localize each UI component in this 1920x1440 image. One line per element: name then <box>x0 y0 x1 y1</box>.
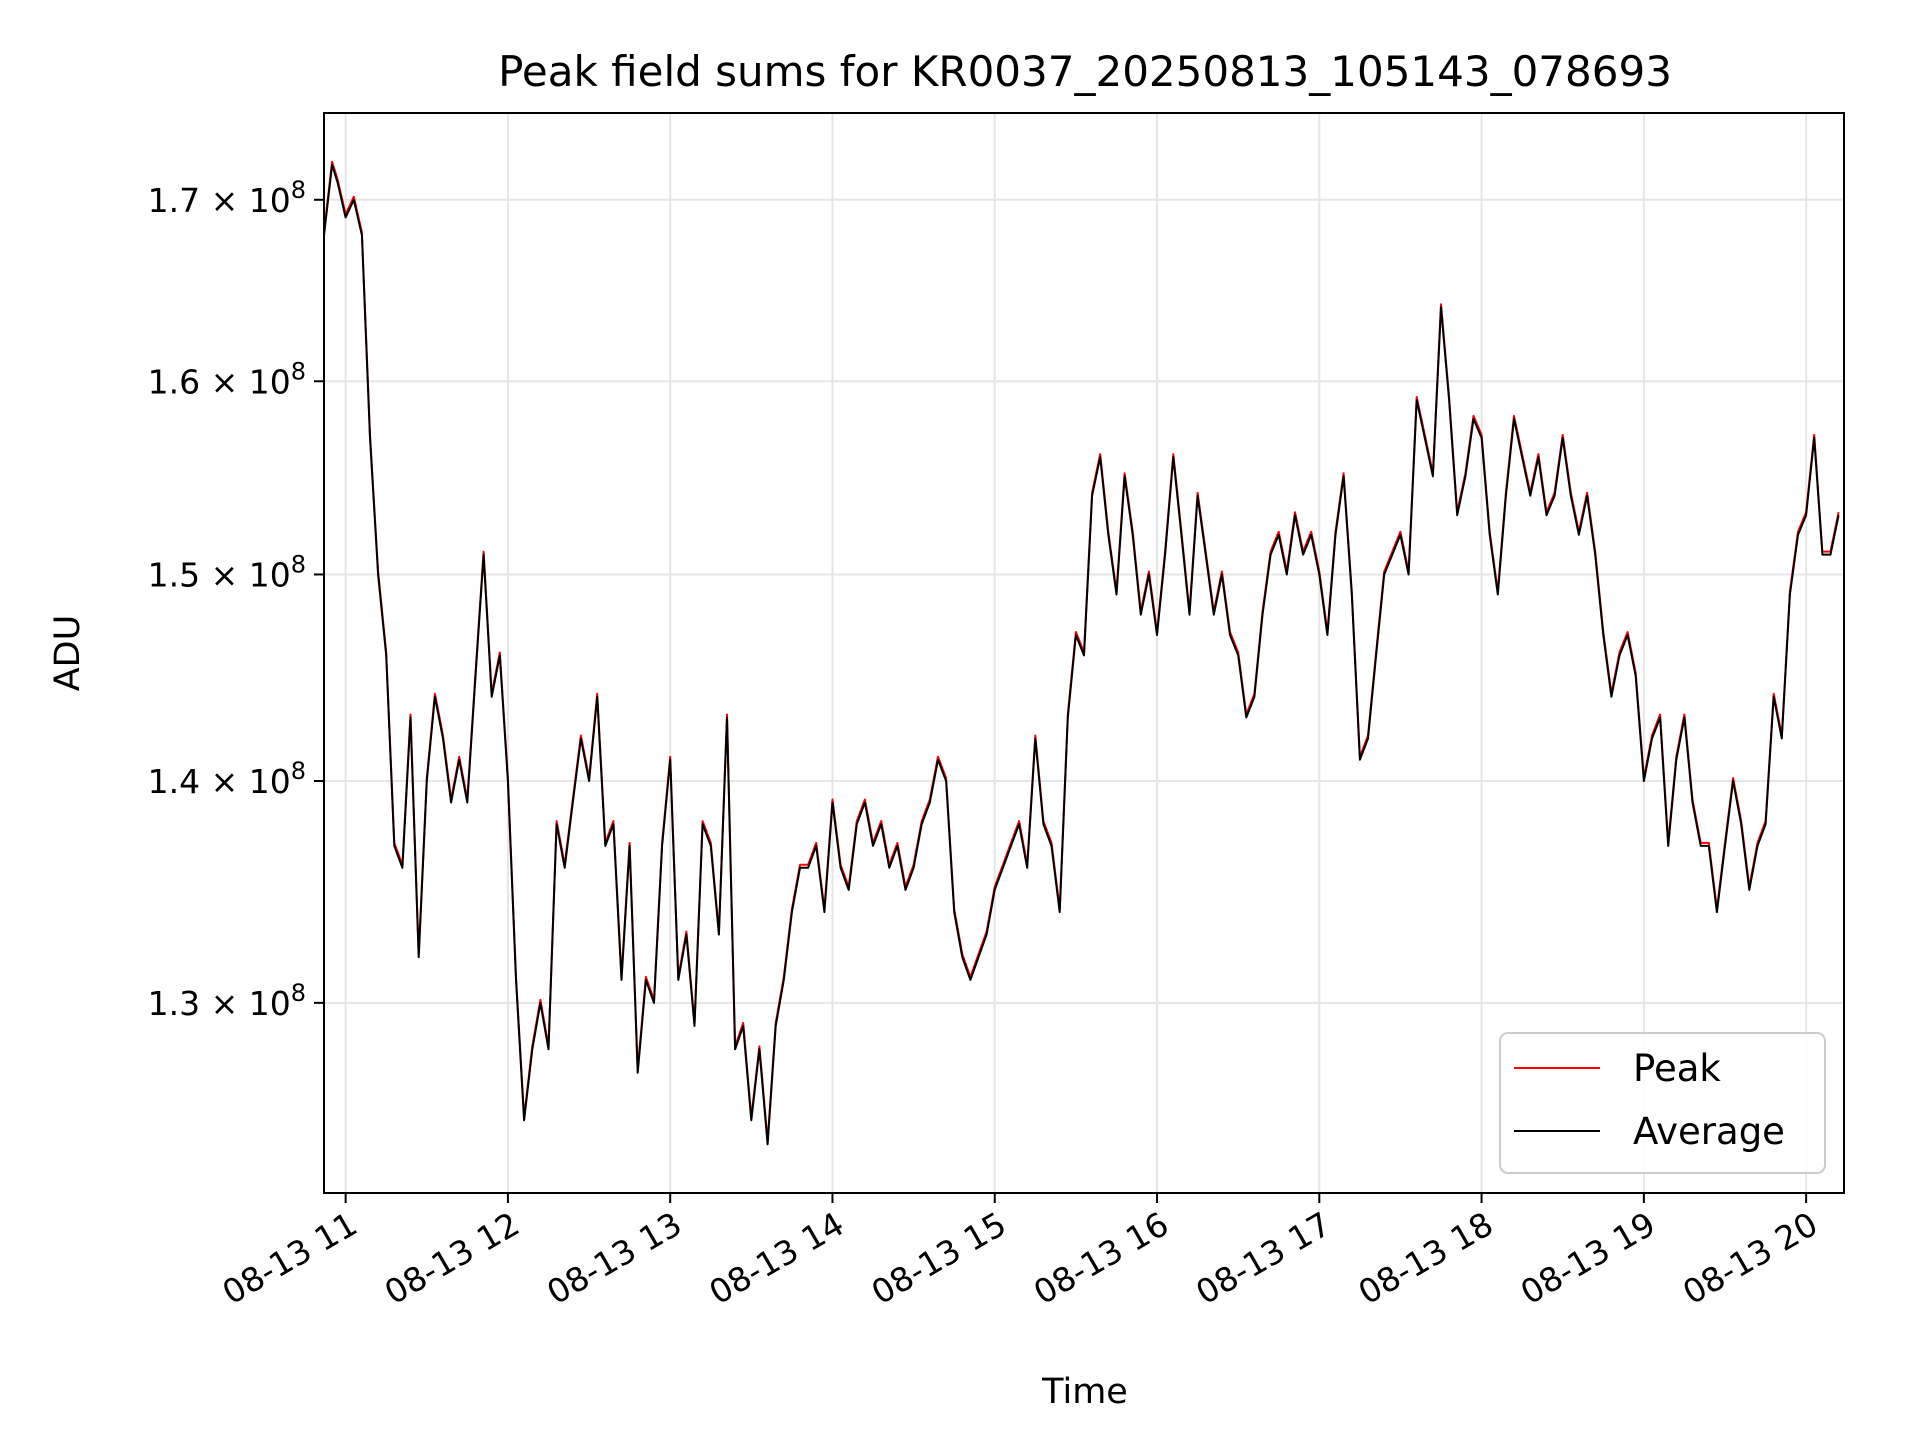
y-tick-label: 1.4 × 108 <box>148 757 306 801</box>
plot-frame <box>323 112 1845 1194</box>
y-tick-label: 1.6 × 108 <box>148 357 306 401</box>
y-tick-label: 1.5 × 108 <box>148 550 306 594</box>
x-axis-title: Time <box>1041 1372 1128 1412</box>
legend-label-average: Average <box>1633 1110 1785 1153</box>
y-tick-label: 1.7 × 108 <box>148 176 306 220</box>
y-axis: 1.3 × 108 1.4 × 108 1.5 × 108 1.6 × 108 1.7 … <box>148 176 324 1023</box>
legend: Peak Average <box>1499 1032 1826 1174</box>
grid <box>324 113 1844 1193</box>
y-axis-title: ADU <box>48 615 88 692</box>
legend-label-peak: Peak <box>1633 1047 1721 1090</box>
chart-title: Peak field sums for KR0037_20250813_1051… <box>498 47 1672 96</box>
y-tick-label: 1.3 × 108 <box>148 979 306 1023</box>
series-line-average <box>324 163 1840 1146</box>
